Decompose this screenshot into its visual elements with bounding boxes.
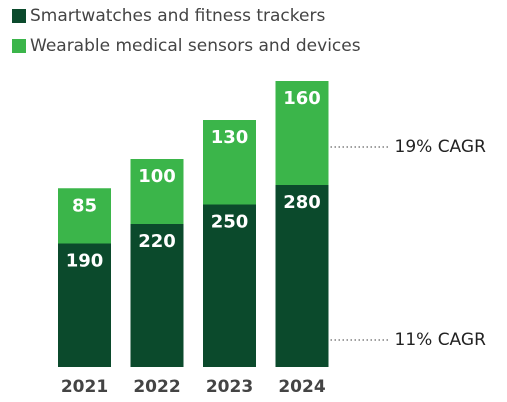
legend-label: Smartwatches and fitness trackers [30,6,325,26]
value-label: 85 [72,195,97,216]
x-tick-label: 2021 [61,377,108,397]
bar-segment [130,159,184,224]
legend-swatch [12,9,26,23]
bar-segment [58,243,111,367]
bar-segment [58,188,111,244]
legend-label: Wearable medical sensors and devices [30,36,361,56]
value-label: 280 [283,192,321,213]
value-label: 130 [211,127,249,148]
annotation: 11% CAGR [395,330,487,350]
legend-swatch [12,39,26,53]
bar-segment [203,120,256,205]
value-label: 250 [211,212,249,233]
value-label: 190 [66,251,104,272]
annotation: 19% CAGR [395,137,487,157]
x-tick-label: 2023 [206,377,253,397]
value-label: 100 [138,166,176,187]
x-tick-label: 2024 [278,377,325,397]
bar-segment [275,185,329,367]
value-label: 220 [138,231,176,252]
bar-segment [130,224,184,367]
bar-segment [203,204,256,367]
value-label: 160 [283,88,321,109]
x-tick-label: 2022 [133,377,180,397]
bar-segment [275,81,329,185]
